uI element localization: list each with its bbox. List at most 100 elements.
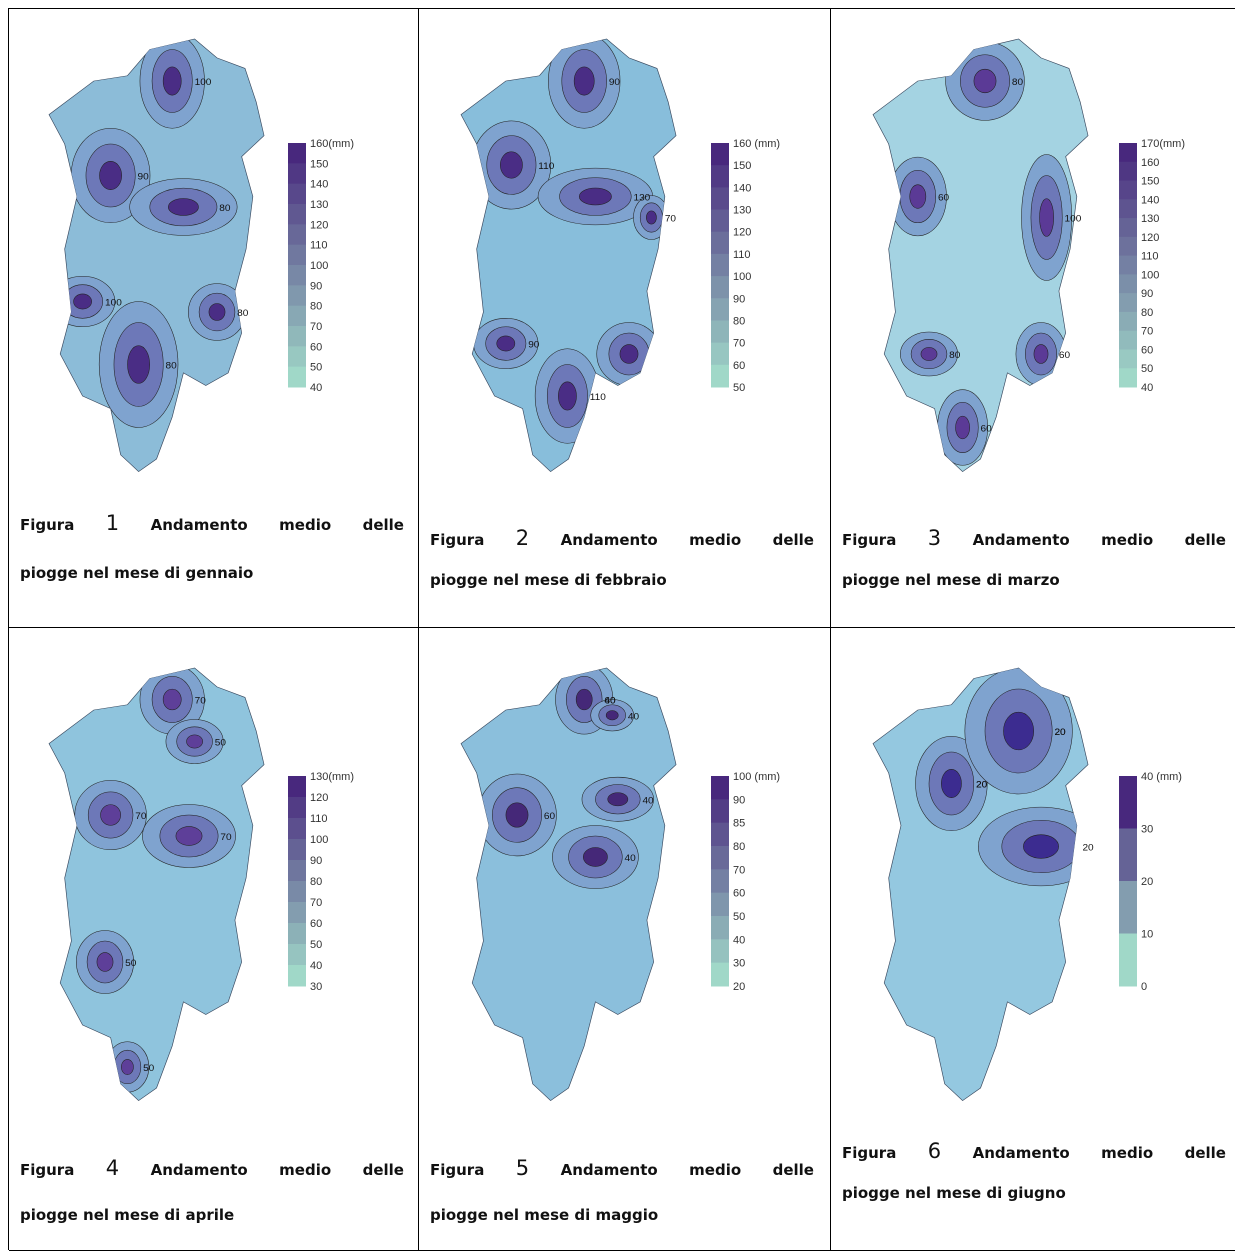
legend-label: 85 <box>733 818 745 830</box>
legend-swatch <box>711 320 729 344</box>
legend-swatch <box>711 939 729 964</box>
legend-label: 70 <box>310 897 322 909</box>
rain-core <box>619 344 639 364</box>
rain-core <box>1039 198 1054 237</box>
contour-label: 20 <box>976 780 988 791</box>
legend-swatch <box>1119 776 1137 829</box>
rain-core <box>1003 711 1035 751</box>
legend-label: 150 <box>1141 176 1159 188</box>
legend-swatch <box>1119 218 1137 238</box>
legend-swatch <box>1119 293 1137 313</box>
legend-swatch <box>288 326 306 347</box>
legend-swatch <box>1119 828 1137 882</box>
legend-label: 60 <box>310 341 322 353</box>
legend-label: 110 <box>1141 251 1159 263</box>
legend-swatch <box>288 797 306 819</box>
contour-label: 20 <box>1082 843 1094 854</box>
legend-label: 60 <box>1141 344 1153 356</box>
caption-text: piogge nel mese di aprile <box>20 1206 235 1224</box>
legend-swatch <box>288 305 306 327</box>
rain-core <box>607 792 629 807</box>
legend-swatch <box>1119 881 1137 934</box>
legend-label: 70 <box>733 338 745 350</box>
legend-label: 90 <box>310 280 322 292</box>
figure-cell: 100 90 80 100 80 80 160(mm) 150 140 130 120 110 100 9… <box>9 9 419 628</box>
legend-swatch <box>288 818 306 840</box>
caption: Figura 2 Andamento medio delle piogge nel… <box>430 526 814 589</box>
legend-label: 50 <box>310 362 322 374</box>
legend-swatch <box>711 916 729 940</box>
contour-label: 70 <box>195 696 207 707</box>
legend-label: 110 <box>310 813 328 825</box>
legend-swatch <box>288 776 306 798</box>
legend-label: 10 <box>1141 929 1153 941</box>
legend-label: 160(mm) <box>310 138 354 150</box>
caption-line: Figura 6 Andamento medio delle <box>842 1139 1226 1163</box>
legend-label: 100 <box>1141 269 1159 281</box>
legend-label: 90 <box>733 794 745 806</box>
caption-line: Figura 3 Andamento medio delle <box>842 526 1226 550</box>
contour-label: 100 <box>1065 214 1082 225</box>
legend-label: 20 <box>1141 876 1153 888</box>
legend-label: 50 <box>1141 363 1153 375</box>
caption-text: piogge nel mese di maggio <box>430 1206 659 1224</box>
legend-swatch <box>288 902 306 924</box>
figure-cell: 70 50 70 70 50 50 130(mm) 120 110 100 90 80 70 60 50 40… <box>9 628 419 1251</box>
legend-label: 140 <box>733 182 751 194</box>
legend-label: 150 <box>310 158 328 170</box>
legend-label: 40 <box>310 382 322 394</box>
legend-label: 50 <box>733 911 745 923</box>
caption-text: piogge nel mese di febbraio <box>430 571 667 589</box>
rain-core <box>646 210 657 225</box>
legend-swatch <box>711 276 729 299</box>
caption-text: piogge nel mese di giugno <box>842 1184 1066 1202</box>
legend-swatch <box>711 342 729 366</box>
rain-core <box>168 198 199 216</box>
contour-label: 80 <box>949 350 961 361</box>
legend-swatch <box>711 143 729 166</box>
legend-swatch <box>1119 255 1137 275</box>
legend-swatch <box>1119 311 1137 332</box>
legend-label: 70 <box>1141 326 1153 338</box>
legend-label: 130 <box>1141 213 1159 225</box>
legend-swatch <box>711 231 729 255</box>
legend-swatch <box>1119 274 1137 294</box>
legend-label: 160 (mm) <box>733 138 780 150</box>
legend-label: 170(mm) <box>1141 138 1185 150</box>
contour-label: 80 <box>1012 77 1024 88</box>
figure-cell: 80 60 100 80 60 60 170(mm) 160 150 140 130 120 110 10… <box>831 9 1235 628</box>
legend-label: 80 <box>733 841 745 853</box>
legend-label: 150 <box>733 160 751 172</box>
contour-label: 80 <box>165 361 177 372</box>
contour-label: 80 <box>219 203 231 214</box>
legend-label: 120 <box>733 227 751 239</box>
contour-label: 20 <box>1054 727 1066 738</box>
map-shading <box>477 668 654 889</box>
map: 80 60 100 80 60 60 <box>872 38 1089 473</box>
map-fill <box>48 667 265 1102</box>
rain-core <box>73 293 92 310</box>
legend-label: 80 <box>1141 307 1153 319</box>
legend-label: 40 <box>733 934 745 946</box>
legend-swatch <box>1119 368 1137 388</box>
legend-label: 60 <box>310 918 322 930</box>
caption-text: Andamento medio delle <box>560 531 814 549</box>
contour-label: 70 <box>665 214 677 225</box>
rain-core <box>162 66 182 96</box>
legend-swatch <box>1119 180 1137 200</box>
rain-core <box>605 710 619 721</box>
legend-label: 110 <box>310 240 328 252</box>
contour-label: 70 <box>220 832 232 843</box>
legend-swatch <box>288 285 306 307</box>
legend-swatch <box>711 165 729 188</box>
contour-label: 20 <box>976 780 988 791</box>
legend-swatch <box>711 209 729 233</box>
legend-swatch <box>288 224 306 246</box>
rain-core <box>920 347 938 361</box>
legend-swatch <box>1119 143 1137 163</box>
map-shading <box>74 668 236 1093</box>
caption: Figura 5 Andamento medio delle piogge nel… <box>430 1156 814 1224</box>
legend-swatch <box>711 776 729 800</box>
rain-core <box>96 952 114 972</box>
contour-label: 60 <box>544 811 556 822</box>
